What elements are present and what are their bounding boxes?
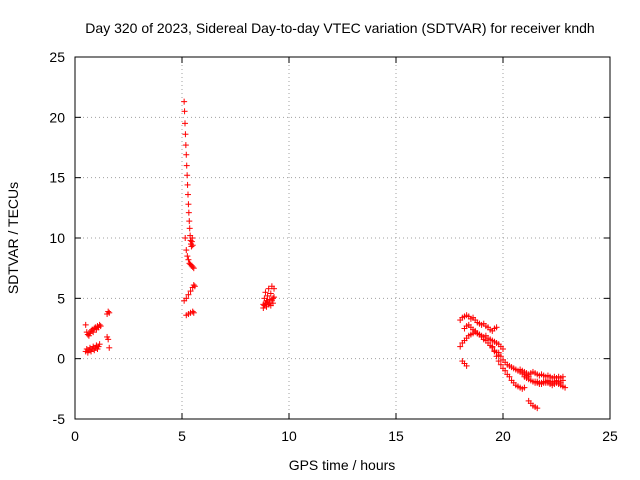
data-point (495, 358, 502, 365)
data-point (184, 181, 191, 188)
data-point (90, 329, 97, 336)
data-point (189, 235, 196, 241)
x-tick-label: 25 (602, 428, 618, 444)
ticks: 0 5 10 15 20 25 -5 0 5 10 15 20 25 (49, 49, 618, 444)
data-point (189, 242, 196, 249)
data-point (267, 290, 274, 297)
data-point (181, 98, 188, 105)
data-point (185, 291, 192, 298)
data-point (183, 151, 190, 158)
data-point (269, 300, 276, 307)
data-point (96, 321, 103, 328)
data-point (489, 343, 496, 350)
y-tick-label: 15 (49, 170, 65, 186)
data-point (82, 321, 89, 328)
data-point (183, 247, 190, 254)
data-point (181, 108, 188, 115)
data-point (190, 309, 197, 316)
data-point (271, 294, 278, 301)
data-point (106, 344, 113, 351)
data-point (184, 253, 191, 260)
data-point (502, 367, 509, 374)
data-point (271, 285, 278, 292)
data-point (562, 384, 569, 391)
data-point (186, 225, 193, 232)
data-point (105, 308, 112, 315)
data-point (506, 373, 513, 380)
data-point (495, 349, 502, 356)
data-point (186, 218, 193, 225)
data-points (82, 98, 569, 412)
data-point (185, 256, 192, 263)
x-tick-label: 0 (71, 428, 79, 444)
x-tick-label: 5 (178, 428, 186, 444)
data-point (183, 295, 190, 302)
data-point (559, 377, 566, 384)
data-point (190, 265, 197, 272)
y-axis-label: SDTVAR / TECUs (5, 182, 21, 294)
y-tick-label: -5 (53, 411, 66, 427)
data-point (185, 201, 192, 208)
data-point (191, 283, 198, 290)
data-point (497, 361, 504, 368)
data-point (265, 285, 272, 292)
data-point (181, 120, 188, 127)
data-point (185, 209, 192, 216)
y-tick-label: 20 (49, 109, 65, 125)
x-tick-label: 15 (388, 428, 404, 444)
y-tick-label: 10 (49, 230, 65, 246)
data-point (96, 341, 103, 348)
data-point (189, 308, 196, 315)
data-point (189, 263, 196, 270)
data-point (97, 323, 104, 330)
y-tick-label: 0 (57, 351, 65, 367)
data-point (521, 384, 528, 391)
data-point (184, 172, 191, 179)
data-point (463, 362, 470, 369)
x-tick-label: 10 (281, 428, 297, 444)
data-point (105, 336, 112, 343)
data-point (182, 235, 189, 241)
chart-title: Day 320 of 2023, Sidereal Day-to-day VTE… (85, 20, 594, 36)
data-point (491, 348, 498, 355)
data-point (183, 162, 190, 169)
x-axis-label: GPS time / hours (289, 457, 396, 473)
data-point (493, 324, 500, 331)
data-point (500, 346, 506, 353)
data-point (497, 353, 504, 360)
data-point (534, 405, 541, 412)
data-point (182, 131, 189, 138)
y-tick-label: 5 (57, 290, 65, 306)
x-tick-label: 20 (495, 428, 511, 444)
data-point (106, 309, 113, 316)
data-point (457, 343, 464, 350)
data-point (264, 292, 271, 299)
data-point (190, 282, 197, 289)
y-tick-label: 25 (49, 49, 65, 65)
data-point (184, 191, 191, 198)
grid (75, 57, 610, 419)
data-point (182, 142, 189, 149)
data-point (187, 288, 194, 295)
data-point (262, 289, 269, 296)
